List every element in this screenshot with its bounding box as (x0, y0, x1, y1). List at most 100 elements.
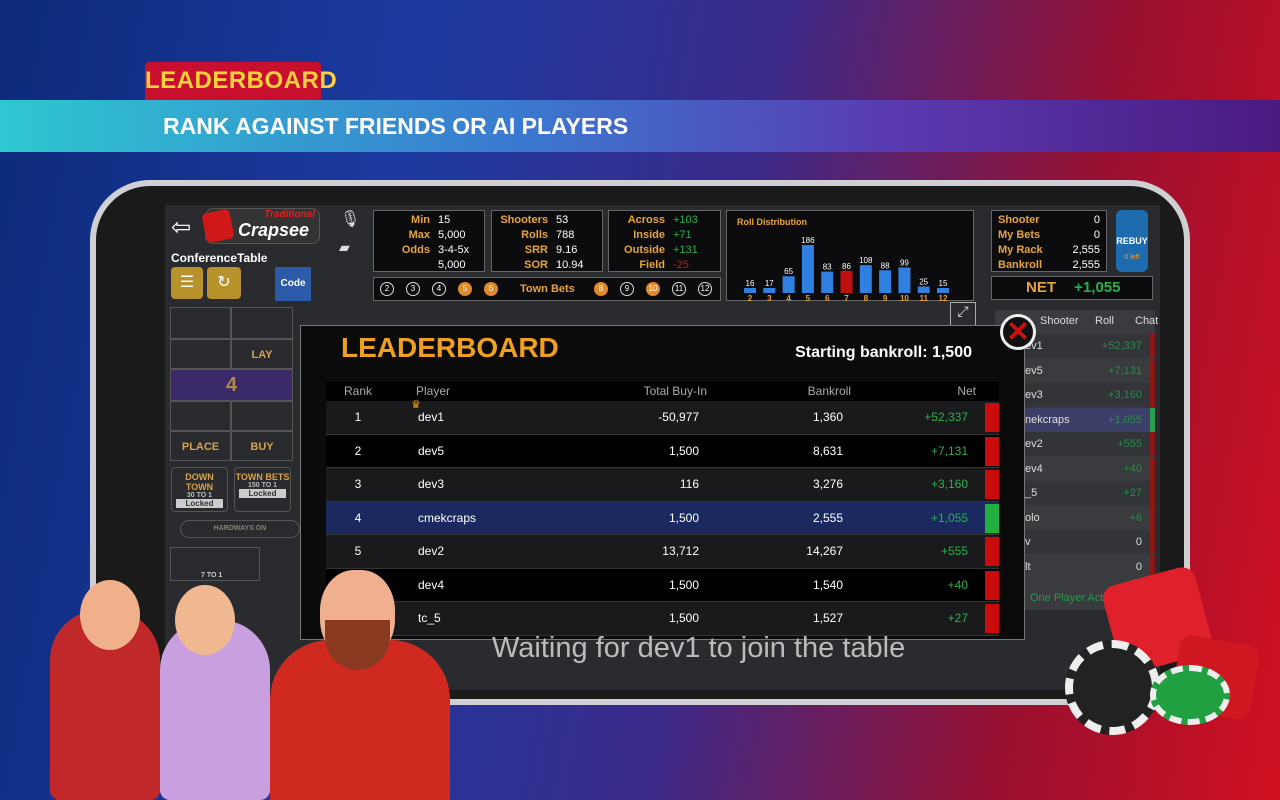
sidebar-tab-shooter[interactable]: Shooter (1040, 315, 1079, 327)
cell-buyin: 1,500 (668, 510, 699, 525)
cell-buyin: 1,500 (668, 611, 699, 625)
bet-row: Field -25 (615, 258, 720, 273)
leaderboard-row[interactable]: 4 cmekcraps 1,500 2,555 +1,055 (326, 501, 999, 535)
bar-value-label: 15 (939, 279, 948, 288)
point-number[interactable]: 4 (170, 369, 293, 401)
down-town-odds: 30 TO 1 (186, 492, 213, 499)
column-header-rank[interactable]: Rank (343, 384, 372, 398)
code-button[interactable]: Code (275, 267, 311, 301)
town-number-12[interactable]: 12 (698, 282, 712, 296)
history-button[interactable]: ↻ (207, 267, 241, 299)
settings-button[interactable]: ☰ (171, 267, 203, 299)
leaderboard-row[interactable]: 5 dev2 13,712 14,267 +555 (326, 535, 999, 569)
bar-value-label: 88 (881, 261, 890, 270)
town-number-5[interactable]: 5 (458, 282, 472, 296)
sidebar-player-name: nekcraps (1025, 413, 1070, 426)
expand-icon[interactable]: ⤢ (950, 302, 976, 326)
stat-row: Rolls 788 (498, 228, 602, 243)
table-name: ConferenceTable (171, 251, 268, 265)
cell-bankroll: 1,540 (812, 577, 843, 592)
sidebar-player-net: +3,160 (1108, 389, 1142, 401)
column-header-bankroll[interactable]: Bankroll (807, 384, 851, 398)
sidebar-indicator (1150, 358, 1155, 383)
stats-panel: Shooters 53 Rolls 788 SRR 9.16 SOR 10.94 (491, 210, 603, 272)
x-tick-label: 5 (806, 294, 811, 302)
bar-value-label: 65 (784, 267, 793, 276)
cell-buyin: 1,500 (668, 443, 699, 458)
exit-icon[interactable]: ⇦ (171, 214, 192, 241)
column-header-total-buy-in[interactable]: Total Buy-In (643, 384, 707, 398)
column-header-net[interactable]: Net (957, 384, 976, 398)
mic-muted-icon[interactable]: 🎙 (340, 211, 361, 228)
dice-logo-icon (201, 208, 235, 244)
table-cell[interactable] (170, 339, 231, 369)
down-town-bet[interactable]: DOWN TOWN 30 TO 1 Locked (171, 467, 228, 512)
rebuy-button[interactable]: REBUY 0 left (1116, 210, 1148, 272)
x-tick-label: 10 (900, 294, 909, 302)
account-label: My Bets (998, 229, 1041, 241)
town-bets-bet[interactable]: TOWN BETS 150 TO 1 Locked (234, 467, 291, 512)
sidebar-player-net: 0 (1135, 536, 1142, 548)
town-number-8[interactable]: 8 (594, 282, 608, 296)
column-header-player[interactable]: Player (416, 384, 451, 398)
bar-value-label: 16 (746, 279, 755, 288)
close-button[interactable]: ✕ (1000, 314, 1036, 350)
cell-rank: 5 (354, 544, 362, 558)
town-number-10[interactable]: 10 (646, 282, 660, 296)
stat-label: Shooters (500, 214, 548, 226)
sidebar-player-name: olo (1025, 511, 1040, 524)
place-bet[interactable]: PLACE (170, 431, 231, 461)
account-value: 0 (1093, 214, 1100, 226)
leaderboard-row[interactable]: tc_5 1,500 1,527 +27 (326, 602, 999, 636)
camera-off-icon[interactable]: ▰ (339, 239, 350, 255)
limit-value: 15 (438, 214, 451, 226)
town-number-9[interactable]: 9 (620, 282, 634, 296)
town-number-11[interactable]: 11 (672, 282, 686, 296)
sidebar-tab-chat[interactable]: Chat (1135, 315, 1159, 327)
net-panel: NET +1,055 (991, 276, 1153, 300)
sidebar-tab-roll[interactable]: Roll (1095, 315, 1114, 327)
net-indicator (985, 503, 999, 533)
bar-12 (937, 288, 949, 293)
bar-9 (879, 270, 892, 293)
cell-bankroll: 8,631 (812, 443, 843, 458)
account-value: 2,555 (1072, 244, 1100, 256)
hardways-toggle[interactable]: HARDWAYS ON (180, 520, 300, 538)
town-number-6[interactable]: 6 (484, 282, 498, 296)
bet-value: +71 (673, 229, 692, 241)
locked-badge: Locked (176, 499, 223, 508)
table-cell[interactable] (231, 307, 293, 339)
town-number-2[interactable]: 2 (380, 282, 394, 296)
town-number-4[interactable]: 4 (432, 282, 446, 296)
sidebar-indicator (1150, 505, 1155, 530)
cell-net: +52,337 (924, 410, 968, 424)
leaderboard-row[interactable]: 3 dev3 116 3,276 +3,160 (326, 468, 999, 502)
limit-row: Odds 3-4-5x (380, 243, 484, 258)
cell-net: +1,055 (930, 510, 968, 525)
sidebar-player-net: +1,055 (1108, 413, 1142, 426)
cell-player: dev2 (418, 544, 445, 558)
account-value: 0 (1093, 229, 1100, 241)
town-number-3[interactable]: 3 (406, 282, 420, 296)
bar-value-label: 186 (801, 236, 815, 245)
leaderboard-row[interactable]: 2 dev5 1,500 8,631 +7,131 (326, 434, 999, 468)
cell-player: dev1 (418, 410, 445, 424)
lay-bet[interactable]: LAY (231, 339, 293, 369)
sidebar-player-name: _5 (1025, 487, 1038, 499)
cell-rank: 2 (354, 443, 362, 458)
leaderboard-row[interactable]: dev4 1,500 1,540 +40 (326, 568, 999, 602)
limits-panel: Min 15 Max 5,000 Odds 3-4-5x 5,000 (373, 210, 485, 272)
table-cell[interactable] (170, 401, 231, 431)
buy-bet[interactable]: BUY (231, 431, 293, 461)
sidebar-indicator (1150, 407, 1155, 432)
cell-net: +3,160 (930, 477, 968, 491)
bet-label: Outside (624, 244, 665, 256)
cell-bankroll: 1,527 (812, 611, 843, 625)
account-label: My Rack (998, 244, 1043, 256)
sidebar-player-net: +555 (1117, 438, 1142, 450)
stat-value: 9.16 (556, 244, 578, 256)
table-cell[interactable] (231, 401, 293, 431)
leaderboard-row[interactable]: 1 dev1 -50,977 1,360 +52,337 ♛ (326, 399, 999, 435)
hardway-bet[interactable]: 7 TO 1 (170, 547, 260, 581)
table-cell[interactable] (170, 307, 231, 339)
